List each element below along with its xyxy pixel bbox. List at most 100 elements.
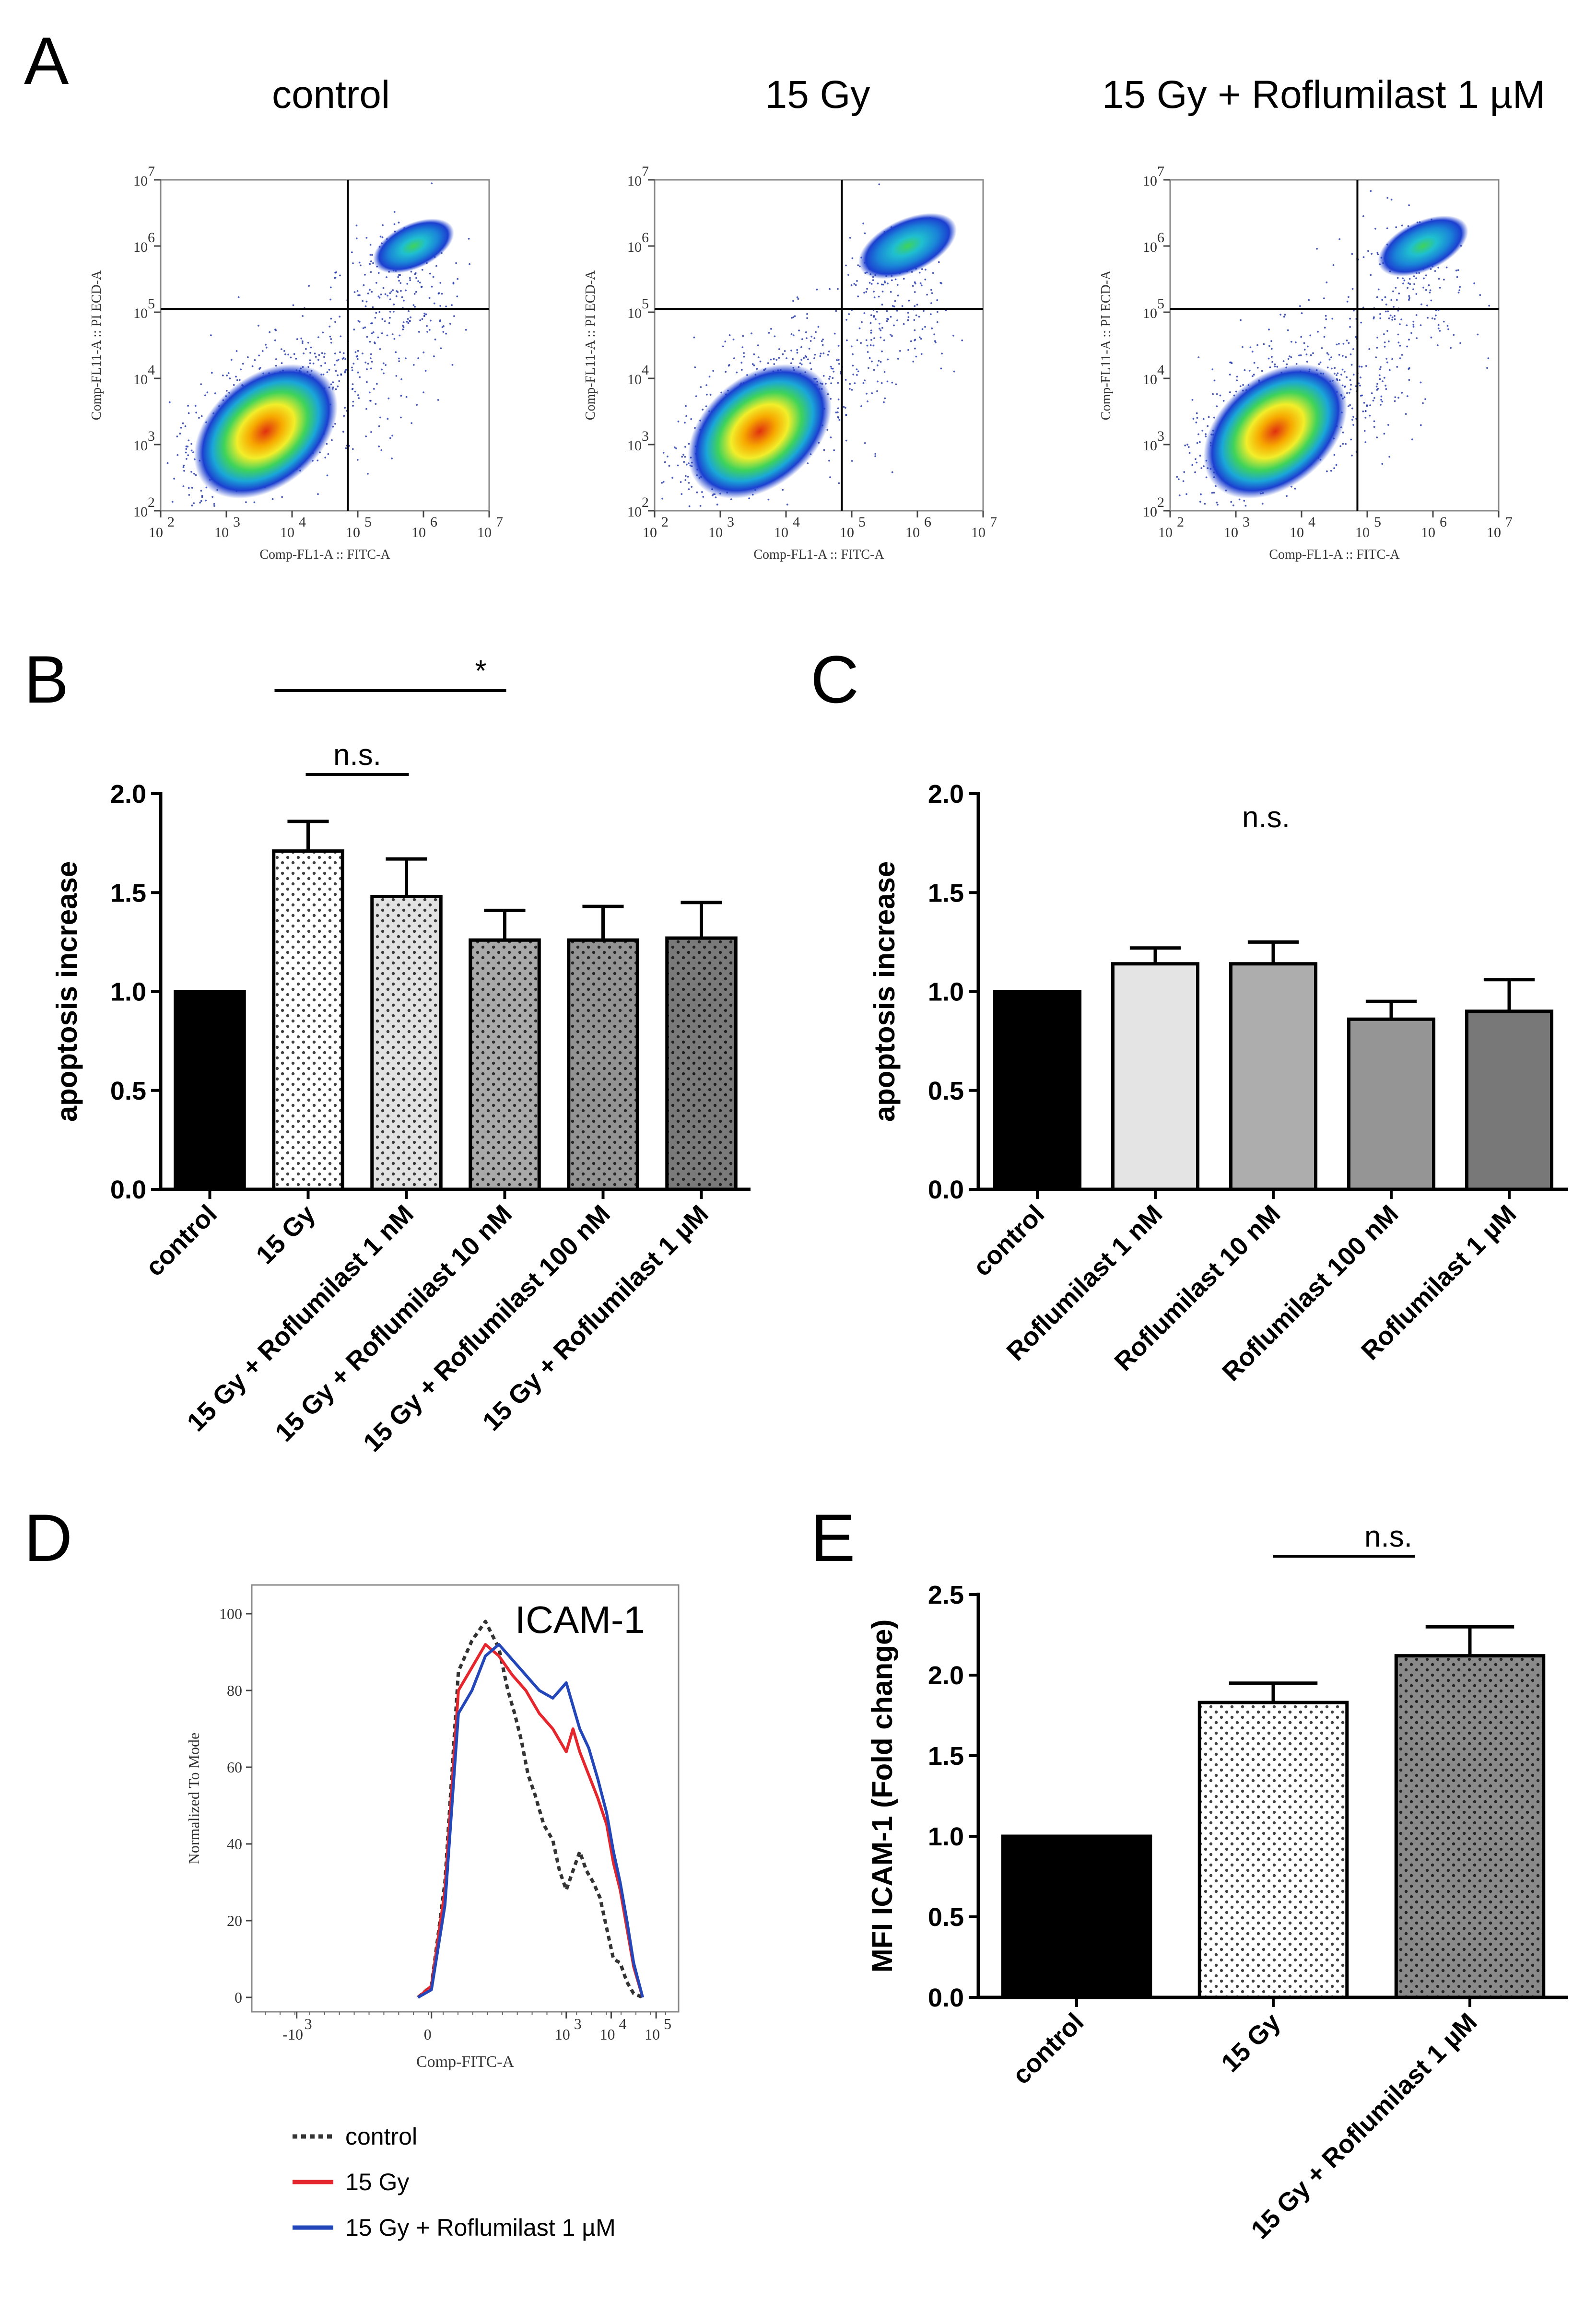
flow-x-tick-exponent: 4 xyxy=(299,514,306,530)
flow-event xyxy=(916,304,918,306)
flow-y-tick-label: 10 xyxy=(133,372,148,387)
flow-event xyxy=(1395,226,1397,228)
flow-event xyxy=(1205,433,1207,435)
flow-event xyxy=(694,366,696,368)
flow-x-tick-label: 10 xyxy=(643,525,657,540)
flow-event xyxy=(901,305,904,307)
flow-event xyxy=(402,326,405,328)
flow-event xyxy=(870,314,872,317)
flow-event xyxy=(302,315,304,317)
flow-y-tick-label: 10 xyxy=(133,173,148,189)
bar-pattern-4 xyxy=(568,940,638,1189)
flow-event xyxy=(352,400,354,403)
flow-event xyxy=(936,321,939,323)
flow-event xyxy=(1351,454,1353,457)
flow-event xyxy=(254,359,256,361)
flow-event xyxy=(1208,416,1210,418)
flow-event xyxy=(1399,323,1401,325)
flow-event xyxy=(1422,286,1425,289)
flow-event xyxy=(690,418,692,420)
flow-event xyxy=(1325,318,1327,320)
flow-event xyxy=(866,392,868,395)
flow-x-tick-label: 10 xyxy=(774,525,788,540)
bar-pattern-2 xyxy=(372,896,441,1189)
panel-label-c: C xyxy=(810,642,859,717)
hist-y-axis-label: Normalized To Mode xyxy=(185,1733,202,1864)
flow-event xyxy=(878,322,880,325)
flow-event xyxy=(193,472,195,475)
flow-event xyxy=(1383,376,1385,379)
flow-event xyxy=(379,235,382,238)
flow-event xyxy=(1437,328,1440,329)
flow-event xyxy=(869,344,872,346)
flow-event xyxy=(1342,342,1345,345)
flow-event xyxy=(870,283,873,285)
flow-event xyxy=(1453,334,1455,336)
flow-event xyxy=(1279,314,1282,316)
flow-event xyxy=(246,356,249,358)
flow-event xyxy=(893,305,895,308)
flow-event xyxy=(352,448,354,450)
flow-event xyxy=(1213,416,1215,419)
flow-x-tick-exponent: 4 xyxy=(1308,514,1315,530)
flow-event xyxy=(1236,379,1238,382)
flow-event xyxy=(1433,318,1436,320)
flow-event xyxy=(864,379,866,382)
flow-event xyxy=(1385,388,1387,390)
flow-plot-0: control102103104105106107102103104105106… xyxy=(89,73,503,562)
flow-event xyxy=(1427,317,1429,319)
flow-event xyxy=(370,367,372,370)
flow-event xyxy=(434,339,436,340)
flow-event xyxy=(366,336,368,338)
flow-event xyxy=(742,335,744,337)
flow-x-tick-label: 10 xyxy=(1224,525,1238,540)
flow-event xyxy=(1370,274,1372,276)
flow-event xyxy=(1390,199,1393,201)
flow-x-tick-exponent: 6 xyxy=(1440,514,1447,530)
flow-event xyxy=(355,237,358,240)
flow-event xyxy=(1366,405,1368,407)
flow-event xyxy=(1197,433,1200,435)
flow-event xyxy=(675,447,677,449)
flow-event xyxy=(439,320,441,323)
flow-event xyxy=(1397,341,1400,344)
flow-event xyxy=(423,312,425,315)
flow-event xyxy=(375,312,377,314)
flow-event xyxy=(907,312,909,314)
flow-event xyxy=(386,276,387,279)
flow-event xyxy=(845,264,847,267)
flow-event xyxy=(1232,505,1234,506)
flow-event xyxy=(796,349,798,351)
flow-event xyxy=(1251,375,1254,377)
flow-event xyxy=(1459,286,1461,288)
flow-event xyxy=(881,350,883,352)
flow-x-tick-exponent: 2 xyxy=(661,514,669,530)
flow-event xyxy=(1380,399,1383,401)
flow-event xyxy=(1213,492,1215,494)
hist-x-axis-label: Comp-FITC-A xyxy=(416,2053,514,2071)
flow-event xyxy=(380,449,383,451)
flow-event xyxy=(1253,374,1255,376)
flow-event xyxy=(1282,360,1285,362)
flow-event xyxy=(924,269,927,271)
flow-event xyxy=(1301,312,1303,315)
flow-event xyxy=(853,283,856,285)
flow-y-tick-exponent: 5 xyxy=(148,296,155,312)
flow-event xyxy=(187,446,189,448)
flow-event xyxy=(832,367,834,370)
hist-y-tick-label: 60 xyxy=(227,1759,242,1776)
flow-event xyxy=(271,498,274,500)
flow-event xyxy=(1397,333,1399,336)
flow-event xyxy=(753,353,755,355)
flow-y-tick-label: 10 xyxy=(627,173,642,189)
flow-event xyxy=(770,358,772,361)
flow-event xyxy=(1349,404,1351,406)
flow-event xyxy=(857,295,859,298)
flow-event xyxy=(736,371,738,374)
flow-event xyxy=(891,381,893,384)
flow-event xyxy=(400,416,402,419)
flow-event xyxy=(1229,391,1231,393)
flow-event xyxy=(953,370,955,373)
flow-event xyxy=(437,293,440,295)
flow-event xyxy=(373,388,375,390)
